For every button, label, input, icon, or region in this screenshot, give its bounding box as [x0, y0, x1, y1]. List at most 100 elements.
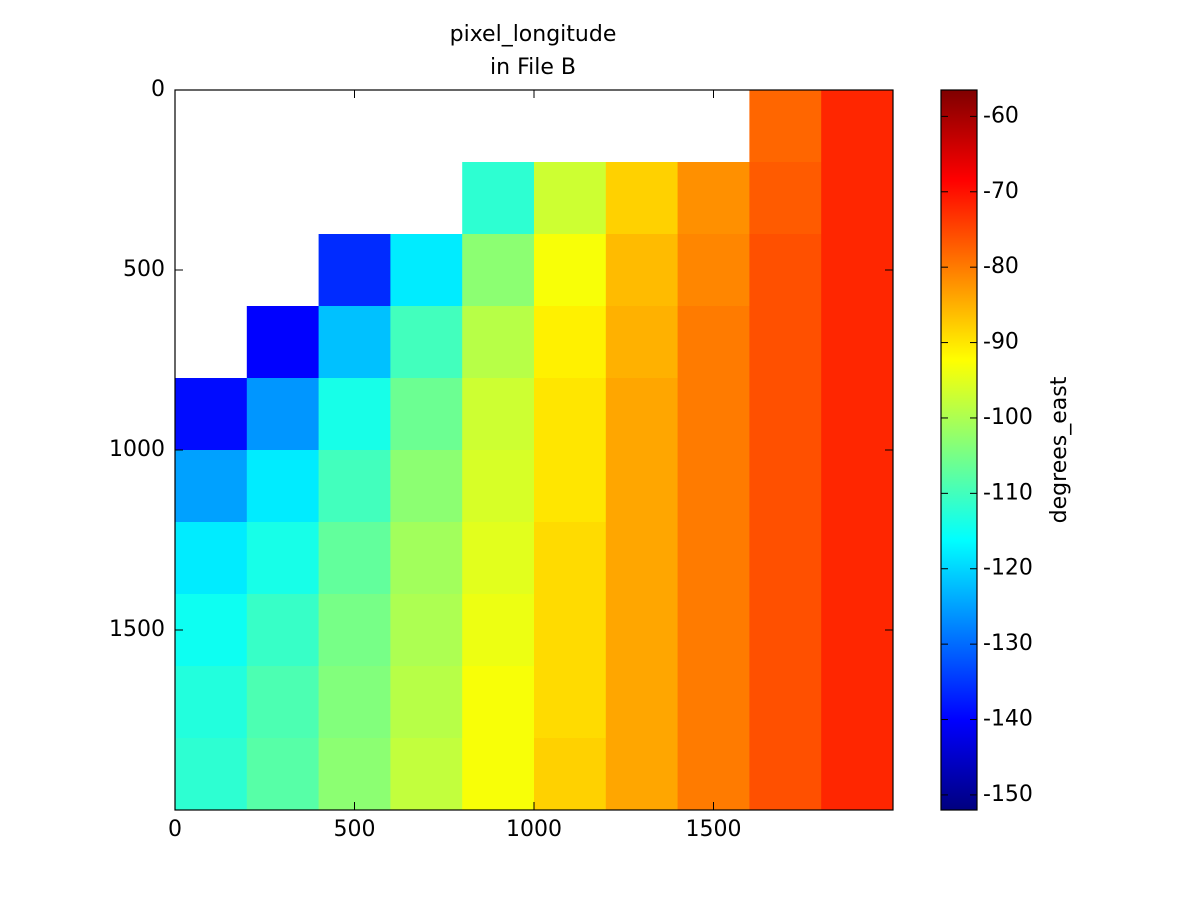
colorbar — [940, 89, 978, 811]
heatmap-cell — [677, 378, 750, 451]
heatmap-cell — [677, 594, 750, 667]
y-tick-label: 1500 — [109, 617, 165, 642]
heatmap-cell — [318, 666, 391, 739]
heatmap-cell — [605, 378, 679, 451]
colorbar-tick-label: -120 — [983, 556, 1033, 581]
heatmap-cell — [390, 234, 463, 307]
heatmap-cell — [462, 522, 535, 595]
heatmap-cell — [534, 306, 607, 379]
heatmap-cell — [175, 738, 248, 811]
heatmap-cell — [318, 450, 391, 523]
heatmap-cell — [677, 666, 750, 739]
heatmap-cell — [390, 738, 463, 811]
y-tick-label: 1000 — [109, 437, 165, 462]
heatmap-cell — [749, 306, 822, 379]
heatmap-cell — [821, 666, 894, 739]
colorbar-label: degrees_east — [1047, 376, 1072, 523]
heatmap-cell — [175, 594, 248, 667]
heatmap-cell — [821, 594, 894, 667]
y-tick-label: 0 — [151, 77, 165, 102]
x-tick-label: 1000 — [506, 817, 562, 842]
heatmap-cell — [175, 522, 248, 595]
heatmap-cell — [175, 378, 248, 451]
heatmap-cell — [462, 450, 535, 523]
heatmap-cell — [318, 522, 391, 595]
heatmap-cell — [605, 522, 679, 595]
heatmap-cell — [318, 378, 391, 451]
heatmap-cell — [605, 306, 679, 379]
heatmap-cell — [749, 90, 822, 163]
heatmap-cell — [462, 378, 535, 451]
colorbar-tick-label: -100 — [983, 405, 1033, 430]
heatmap-cell — [390, 594, 463, 667]
heatmap-cell — [821, 738, 894, 811]
heatmap-cell — [749, 378, 822, 451]
heatmap-cell — [390, 450, 463, 523]
heatmap-cell — [605, 666, 679, 739]
heatmap-cell — [677, 306, 750, 379]
heatmap-cell — [605, 234, 679, 307]
heatmap-cell — [462, 306, 535, 379]
heatmap-cell — [821, 450, 894, 523]
heatmap-cell — [534, 738, 607, 811]
heatmap-cell — [246, 378, 320, 451]
heatmap-cell — [462, 594, 535, 667]
heatmap-cell — [246, 450, 320, 523]
heatmap-cell — [390, 378, 463, 451]
heatmap-cell — [462, 666, 535, 739]
heatmap-cell — [534, 234, 607, 307]
heatmap-cell — [605, 594, 679, 667]
heatmap-cell — [749, 162, 822, 235]
colorbar-tick-label: -130 — [983, 631, 1033, 656]
heatmap-cell — [318, 234, 391, 307]
heatmap-cell — [534, 162, 607, 235]
heatmap-cell — [246, 594, 320, 667]
x-tick-label: 0 — [168, 817, 182, 842]
heatmap-cell — [821, 234, 894, 307]
heatmap-cell — [677, 234, 750, 307]
heatmap-cell — [821, 162, 894, 235]
heatmap-cell — [318, 594, 391, 667]
colorbar-tick-label: -140 — [983, 707, 1033, 732]
heatmap-cell — [534, 450, 607, 523]
heatmap-cell — [175, 450, 248, 523]
heatmap-cell — [390, 522, 463, 595]
heatmap-cell — [534, 666, 607, 739]
heatmap-cell — [749, 522, 822, 595]
heatmap-cell — [462, 234, 535, 307]
heatmap-cell — [821, 378, 894, 451]
heatmap-cell — [462, 162, 535, 235]
heatmap-cell — [534, 594, 607, 667]
colorbar-tick-label: -60 — [983, 103, 1019, 128]
heatmap-cell — [605, 738, 679, 811]
heatmap-cell — [677, 162, 750, 235]
colorbar-tick-label: -150 — [983, 782, 1033, 807]
colorbar-tick-label: -80 — [983, 254, 1019, 279]
heatmap-cell — [462, 738, 535, 811]
heatmap-cell — [821, 306, 894, 379]
heatmap-cell — [390, 306, 463, 379]
heatmap-cell — [605, 162, 679, 235]
chart-title: in File B — [490, 55, 576, 80]
heatmap-cell — [246, 522, 320, 595]
heatmap-cell — [534, 522, 607, 595]
heatmap-cell — [677, 738, 750, 811]
heatmap-cell — [677, 522, 750, 595]
heatmap-cell — [246, 306, 320, 379]
colorbar-tick-label: -70 — [983, 179, 1019, 204]
heatmap-cell — [821, 522, 894, 595]
heatmap-cell — [318, 306, 391, 379]
heatmap-cell — [534, 378, 607, 451]
chart-title: pixel_longitude — [450, 22, 617, 47]
x-tick-label: 1500 — [686, 817, 742, 842]
heatmap-cell — [749, 738, 822, 811]
colorbar-tick-label: -90 — [983, 330, 1019, 355]
heatmap-cell — [246, 738, 320, 811]
heatmap-cell — [821, 90, 894, 163]
colorbar-tick-label: -110 — [983, 480, 1033, 505]
heatmap-cell — [246, 666, 320, 739]
heatmap-cell — [677, 450, 750, 523]
heatmap-cell — [749, 594, 822, 667]
heatmap-cell — [318, 738, 391, 811]
